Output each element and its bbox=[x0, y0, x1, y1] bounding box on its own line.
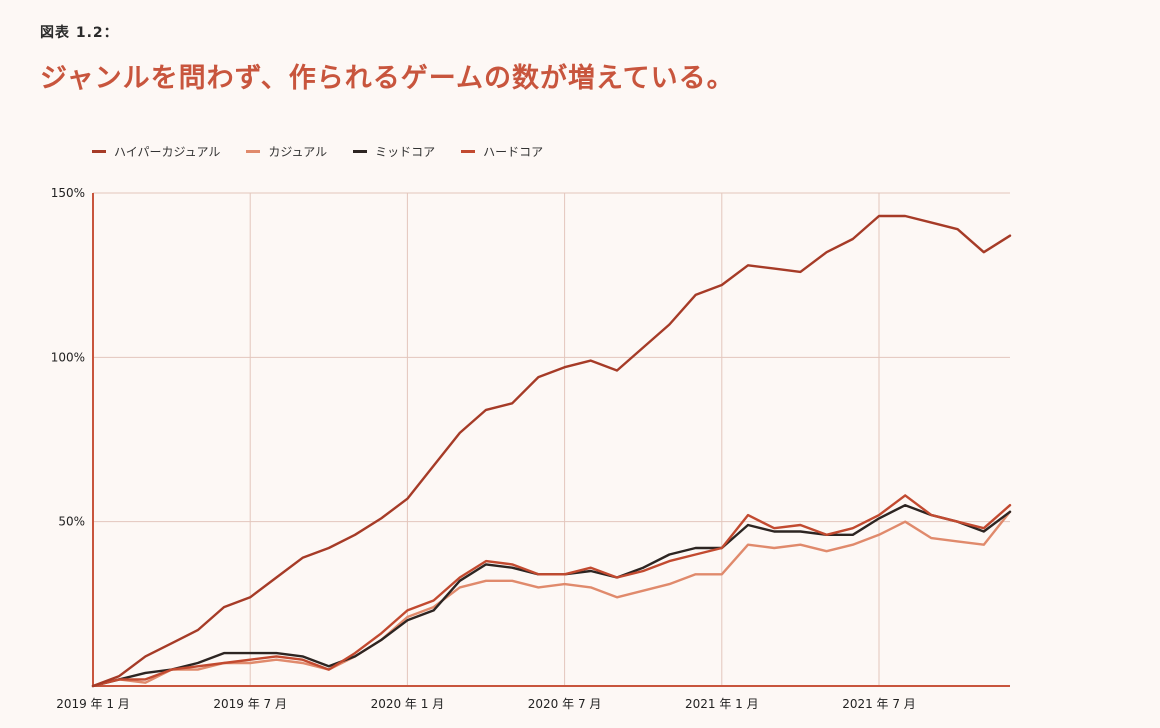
legend-item-midcore: ミッドコア bbox=[353, 143, 435, 160]
legend-item-hardcore: ハードコア bbox=[461, 143, 543, 160]
series-line-3 bbox=[91, 494, 1012, 688]
chart-title: ジャンルを問わず、作られるゲームの数が増えている。 bbox=[40, 63, 735, 94]
legend-item-casual: カジュアル bbox=[246, 143, 327, 160]
x-tick-label: 2021 年 7 月 bbox=[842, 697, 916, 711]
x-tick-label: 2020 年 7 月 bbox=[528, 697, 602, 711]
legend-swatch-midcore bbox=[353, 150, 368, 153]
series-line-1 bbox=[91, 510, 1012, 688]
y-tick-label: 150% bbox=[51, 186, 85, 200]
legend-swatch-hardcore bbox=[461, 150, 476, 153]
series-line-2 bbox=[91, 504, 1012, 688]
x-tick-label: 2021 年 1 月 bbox=[685, 697, 759, 711]
legend-label-hardcore: ハードコア bbox=[483, 145, 544, 159]
legend-label-midcore: ミッドコア bbox=[375, 145, 436, 159]
y-tick-label: 100% bbox=[51, 350, 85, 364]
x-tick-label: 2019 年 7 月 bbox=[213, 697, 287, 711]
x-tick-label: 2019 年 1 月 bbox=[56, 697, 130, 711]
series-line-0 bbox=[91, 214, 1012, 688]
y-tick-label: 50% bbox=[58, 515, 85, 529]
legend-label-hyper-casual: ハイパーカジュアル bbox=[114, 145, 221, 159]
x-tick-label: 2020 年 1 月 bbox=[371, 697, 445, 711]
legend-swatch-casual bbox=[246, 150, 261, 153]
chart-legend: ハイパーカジュアル カジュアル ミッドコア ハードコア bbox=[92, 143, 543, 160]
figure-label: 図表 1.2： bbox=[40, 25, 119, 41]
legend-swatch-hyper-casual bbox=[92, 150, 106, 153]
legend-item-hyper-casual: ハイパーカジュアル bbox=[92, 143, 220, 160]
legend-label-casual: カジュアル bbox=[268, 145, 328, 159]
